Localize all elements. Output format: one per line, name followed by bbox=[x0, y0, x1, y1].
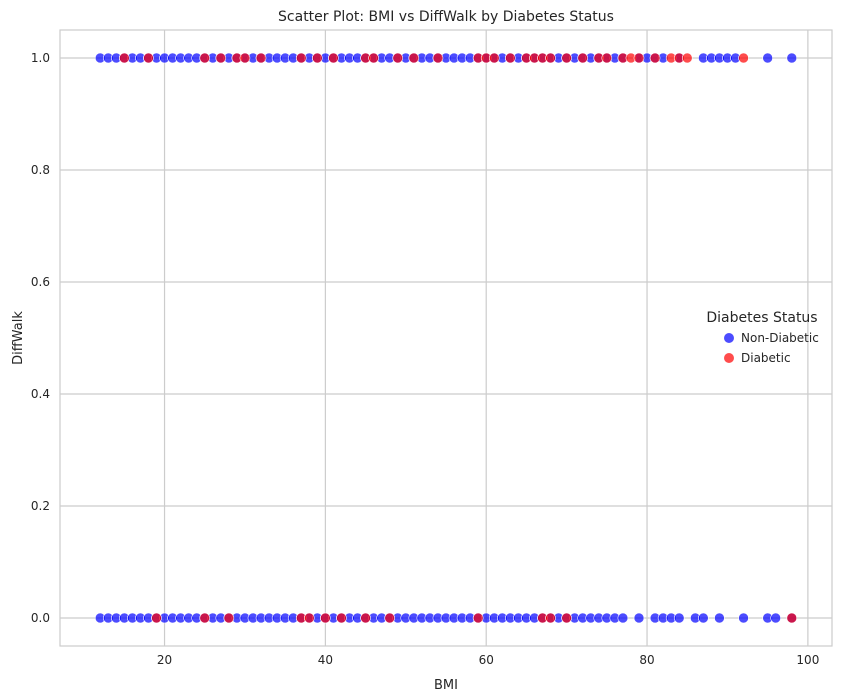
y-tick-label: 0.2 bbox=[31, 499, 50, 513]
point-diabetic bbox=[312, 52, 323, 64]
point-diabetic bbox=[786, 612, 798, 624]
point-diabetic bbox=[432, 52, 444, 64]
point-diabetic bbox=[601, 52, 613, 64]
point-diabetic bbox=[223, 612, 235, 624]
point-non-diabetic bbox=[617, 612, 629, 624]
y-tick-label: 0.6 bbox=[31, 275, 50, 289]
point-non-diabetic bbox=[770, 612, 782, 624]
x-tick-label: 100 bbox=[796, 653, 819, 667]
point-diabetic bbox=[633, 52, 645, 64]
y-tick-label: 0.0 bbox=[31, 611, 50, 625]
point-diabetic bbox=[303, 612, 315, 624]
point-diabetic bbox=[738, 52, 749, 64]
x-axis-label: BMI bbox=[434, 678, 458, 693]
x-tick-label: 20 bbox=[157, 653, 172, 667]
point-diabetic bbox=[384, 612, 396, 624]
point-diabetic bbox=[561, 52, 572, 64]
point-diabetic bbox=[561, 612, 572, 624]
data-points bbox=[94, 52, 798, 624]
legend-label-diabetic: Diabetic bbox=[741, 351, 791, 365]
point-diabetic bbox=[649, 52, 661, 64]
legend-marker-diabetic bbox=[724, 353, 734, 363]
point-non-diabetic bbox=[698, 612, 709, 624]
point-diabetic bbox=[239, 52, 251, 64]
point-diabetic bbox=[119, 52, 130, 64]
point-diabetic bbox=[681, 52, 693, 64]
point-diabetic bbox=[151, 612, 162, 624]
point-diabetic bbox=[392, 52, 404, 64]
point-diabetic bbox=[360, 612, 371, 624]
point-non-diabetic bbox=[738, 612, 749, 624]
plot-area bbox=[59, 29, 833, 647]
y-tick-label: 0.8 bbox=[31, 163, 50, 177]
point-diabetic bbox=[577, 52, 589, 64]
point-diabetic bbox=[199, 52, 211, 64]
point-diabetic bbox=[320, 612, 331, 624]
point-non-diabetic bbox=[633, 612, 645, 624]
point-diabetic bbox=[336, 612, 347, 624]
point-diabetic bbox=[295, 52, 307, 64]
legend-marker-non-diabetic bbox=[724, 333, 734, 343]
point-diabetic bbox=[328, 52, 339, 64]
point-diabetic bbox=[215, 52, 227, 64]
point-diabetic bbox=[505, 52, 516, 64]
point-non-diabetic bbox=[786, 52, 798, 64]
chart-title: Scatter Plot: BMI vs DiffWalk by Diabete… bbox=[278, 9, 614, 25]
y-tick-label: 1.0 bbox=[31, 51, 50, 65]
x-tick-label: 60 bbox=[479, 653, 494, 667]
point-diabetic bbox=[255, 52, 267, 64]
point-diabetic bbox=[472, 612, 484, 624]
point-diabetic bbox=[545, 612, 556, 624]
point-non-diabetic bbox=[714, 612, 725, 624]
legend: Diabetes Status Non-Diabetic Diabetic bbox=[706, 310, 818, 365]
point-diabetic bbox=[408, 52, 420, 64]
y-axis-label: DiffWalk bbox=[11, 311, 26, 365]
point-diabetic bbox=[368, 52, 379, 64]
point-diabetic bbox=[199, 612, 211, 624]
legend-label-non-diabetic: Non-Diabetic bbox=[741, 331, 819, 345]
legend-title: Diabetes Status bbox=[706, 310, 817, 326]
point-non-diabetic bbox=[673, 612, 685, 624]
point-diabetic bbox=[488, 52, 500, 64]
point-diabetic bbox=[143, 52, 154, 64]
x-tick-label: 80 bbox=[639, 653, 654, 667]
point-non-diabetic bbox=[762, 52, 773, 64]
x-tick-label: 40 bbox=[318, 653, 333, 667]
y-tick-label: 0.4 bbox=[31, 387, 50, 401]
tick-labels: 20 40 60 80 100 0.0 0.2 0.4 0.6 0.8 1.0 bbox=[31, 51, 819, 667]
point-diabetic bbox=[545, 52, 556, 64]
